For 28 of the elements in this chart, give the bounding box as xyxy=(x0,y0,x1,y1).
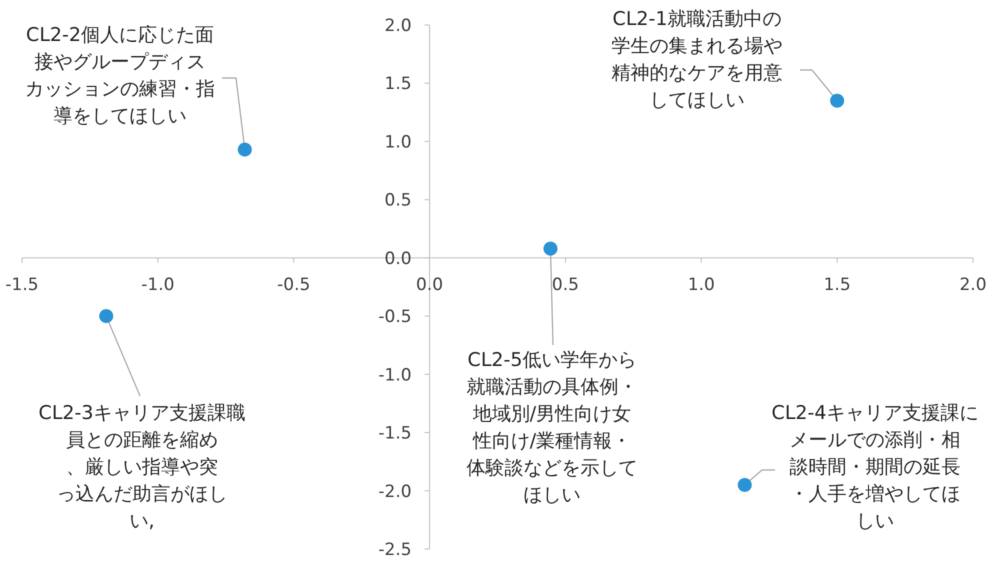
y-tick-label: -2.5 xyxy=(378,540,412,560)
annotation: CL2-1就職活動中の学生の集まれる場や精神的なケアを用意してほしい xyxy=(612,8,782,111)
annotation: CL2-2個人に応じた面接やグループディスカッションの練習・指導をしてほしい xyxy=(25,24,215,127)
y-tick-label: -0.5 xyxy=(378,307,412,328)
x-tick-label: 1.5 xyxy=(824,274,851,295)
x-tick-label: 2.0 xyxy=(959,274,987,295)
y-tick-label: -1.0 xyxy=(378,365,412,386)
x-tick-label: 0.0 xyxy=(416,274,444,295)
annotation: CL2-5低い学年から就職活動の具体例・地域別/男性向け女性向け/業種情報・体験談などを示してほしい xyxy=(466,349,638,506)
x-tick-label: -0.5 xyxy=(277,274,310,295)
y-tick-label: -1.5 xyxy=(378,424,412,444)
y-tick-label: 1.0 xyxy=(384,132,412,152)
x-tick-label: -1.0 xyxy=(141,274,174,295)
x-tick-label: 0.5 xyxy=(552,274,579,295)
annotation: CL2-4キャリア支援課にメールでの添削・相談時間・期間の延長・人手を増やしてほしい xyxy=(772,402,978,532)
y-tick-label: 1.5 xyxy=(384,74,412,94)
x-tick-label: -1.5 xyxy=(5,274,39,295)
annotation: CL2-3キャリア支援課職員との距離を縮め、厳しい指導や突っ込んだ助言がほしい, xyxy=(38,402,246,532)
y-tick-label: 0.5 xyxy=(384,190,412,211)
point xyxy=(738,478,752,492)
point xyxy=(543,242,558,256)
y-tick-label: 2.0 xyxy=(384,16,412,36)
y-tick-label: -2.0 xyxy=(378,482,412,502)
x-tick-label: 1.0 xyxy=(688,274,715,295)
point xyxy=(238,142,252,157)
point xyxy=(830,94,844,108)
y-tick-label: 0.0 xyxy=(384,248,412,269)
point xyxy=(99,309,114,324)
